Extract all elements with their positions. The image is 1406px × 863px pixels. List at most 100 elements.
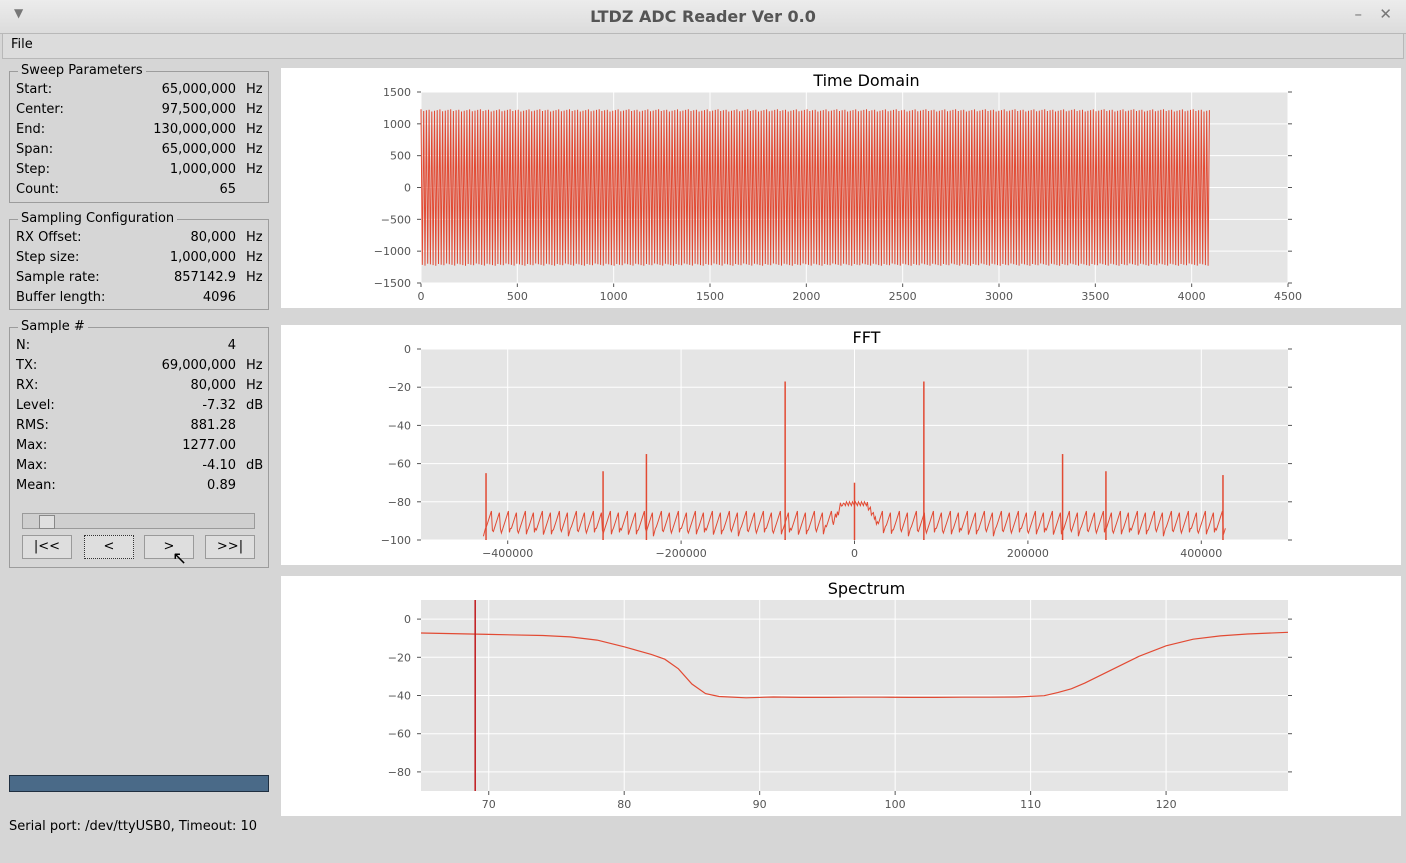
x-tick-label: 500 (507, 290, 528, 303)
y-tick-label: 0 (404, 613, 411, 626)
sweep-unit: Hz (246, 122, 263, 137)
y-tick-label: −500 (381, 213, 411, 226)
y-tick-label: 500 (390, 150, 411, 163)
x-tick-label: 110 (1020, 798, 1041, 811)
sample-value: 4 (227, 338, 236, 353)
x-tick-label: 2500 (889, 290, 917, 303)
slider-handle[interactable] (39, 515, 55, 529)
sampling-configuration-legend: Sampling Configuration (18, 211, 178, 226)
chart-title: FFT (853, 328, 881, 347)
sample-row: N: 4 (16, 338, 266, 358)
sampling-label: Sample rate: (16, 270, 100, 285)
sample-label: N: (16, 338, 31, 353)
sweep-value: 65 (219, 182, 236, 197)
sampling-label: Step size: (16, 250, 80, 265)
sweep-parameters-group: Sweep Parameters Start: 65,000,000 Hz Cente… (9, 63, 269, 203)
sweep-unit: Hz (246, 162, 263, 177)
sweep-label: End: (16, 122, 46, 137)
sweep-row: Count: 65 (16, 182, 266, 202)
sampling-value: 1,000,000 (169, 250, 236, 265)
sample-value: 1277.00 (182, 438, 236, 453)
sampling-value: 4096 (202, 290, 236, 305)
close-icon[interactable]: ✕ (1379, 5, 1392, 23)
minimize-icon[interactable]: – (1354, 5, 1363, 23)
sweep-row: Span: 65,000,000 Hz (16, 142, 266, 162)
sampling-row: Sample rate: 857142.9 Hz (16, 270, 266, 290)
spectrum-chart: 70 80 90 100 110 120 0 −20 −40 −60 −80 Spectrum (388, 579, 1292, 811)
x-tick-label: 90 (753, 798, 767, 811)
sampling-row: Step size: 1,000,000 Hz (16, 250, 266, 270)
x-tick-label: 1000 (600, 290, 628, 303)
sample-unit: Hz (246, 378, 263, 393)
sample-label: Mean: (16, 478, 56, 493)
sample-group: Sample # N: 4 TX: 69,000,000 Hz RX: 80,000 Hz Le… (9, 319, 269, 568)
x-tick-label: 120 (1156, 798, 1177, 811)
sampling-value: 80,000 (190, 230, 237, 245)
time-domain-series (420, 109, 1210, 266)
chart-title: Time Domain (812, 71, 919, 90)
sweep-label: Center: (16, 102, 64, 117)
sweep-value: 97,500,000 (161, 102, 236, 117)
spectrum-plot: 70 80 90 100 110 120 0 −20 −40 −60 −80 Spectrum (281, 576, 1401, 816)
sweep-parameters-legend: Sweep Parameters (18, 63, 146, 78)
sampling-value: 857142.9 (173, 270, 236, 285)
previous-sample-button[interactable]: < (84, 535, 134, 559)
sweep-value: 65,000,000 (161, 82, 236, 97)
y-tick-label: −1000 (374, 245, 411, 258)
sample-row: Max: -4.10 dB (16, 458, 266, 478)
sample-row: TX: 69,000,000 Hz (16, 358, 266, 378)
sampling-unit: Hz (246, 230, 263, 245)
x-tick-label: 400000 (1180, 547, 1222, 560)
y-tick-label: 0 (404, 343, 411, 356)
sampling-unit: Hz (246, 250, 263, 265)
sample-label: RMS: (16, 418, 49, 433)
sweep-row: End: 130,000,000 Hz (16, 122, 266, 142)
sample-value: -7.32 (202, 398, 236, 413)
sample-value: 80,000 (190, 378, 237, 393)
y-tick-label: −40 (388, 419, 411, 432)
sample-legend: Sample # (18, 319, 88, 334)
sweep-value: 65,000,000 (161, 142, 236, 157)
sample-label: Max: (16, 438, 48, 453)
y-tick-label: −20 (388, 381, 411, 394)
time-domain-plot: 0 500 1000 1500 2000 2500 3000 3500 4000 4500 1500… (281, 68, 1401, 308)
window-menu-icon[interactable]: ▼ (14, 6, 24, 20)
x-tick-label: 2000 (792, 290, 820, 303)
sample-value: 69,000,000 (161, 358, 236, 373)
y-tick-label: 0 (404, 182, 411, 195)
x-tick-label: 0 (418, 290, 425, 303)
next-sample-button[interactable]: > (144, 535, 194, 559)
sampling-row: Buffer length: 4096 (16, 290, 266, 310)
sampling-configuration-group: Sampling Configuration RX Offset: 80,000 H… (9, 211, 269, 310)
window-title: LTDZ ADC Reader Ver 0.0 (590, 7, 816, 26)
sweep-unit: Hz (246, 82, 263, 97)
sweep-row: Step: 1,000,000 Hz (16, 162, 266, 182)
sample-unit: dB (246, 458, 264, 473)
sample-value: 0.89 (207, 478, 236, 493)
y-tick-label: −60 (388, 728, 411, 741)
menu-bar: File (2, 33, 1404, 59)
menu-file[interactable]: File (11, 37, 33, 52)
x-tick-label: −200000 (655, 547, 706, 560)
sample-value: -4.10 (202, 458, 236, 473)
sample-row: Level: -7.32 dB (16, 398, 266, 418)
sampling-unit: Hz (246, 270, 263, 285)
sweep-value: 1,000,000 (169, 162, 236, 177)
sample-row: Max: 1277.00 (16, 438, 266, 458)
sample-value: 881.28 (190, 418, 237, 433)
title-bar: ▼ LTDZ ADC Reader Ver 0.0 – ✕ (0, 0, 1406, 34)
status-text: Serial port: /dev/ttyUSB0, Timeout: 10 (9, 819, 258, 834)
x-tick-label: 4000 (1178, 290, 1206, 303)
x-tick-label: 3500 (1081, 290, 1109, 303)
progress-bar (9, 775, 269, 792)
sweep-unit: Hz (246, 102, 263, 117)
y-tick-label: −40 (388, 690, 411, 703)
y-tick-label: 1500 (383, 86, 411, 99)
first-sample-button[interactable]: |<< (22, 535, 72, 559)
sample-label: TX: (16, 358, 38, 373)
y-tick-label: −100 (381, 534, 411, 547)
y-tick-label: −60 (388, 458, 411, 471)
sample-slider[interactable] (22, 513, 255, 529)
last-sample-button[interactable]: >>| (205, 535, 255, 559)
fft-plot: −400000 −200000 0 200000 400000 0 −20 −40 −60 −80… (281, 325, 1401, 565)
